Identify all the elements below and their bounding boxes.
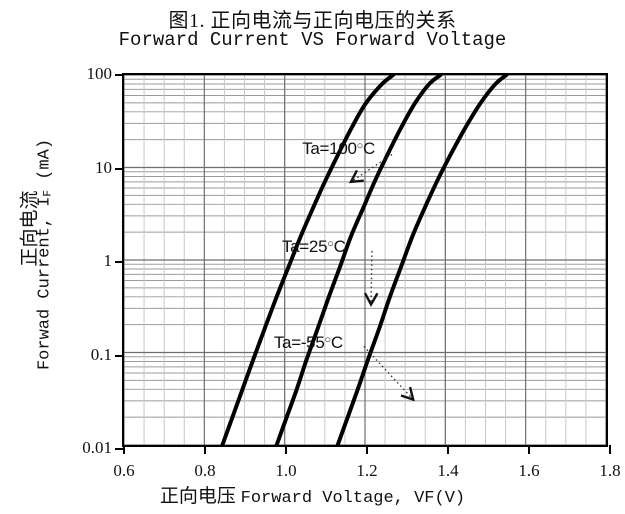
plot-area: Ta=100○C Ta=25○C Ta=-55○C 0.01 0.1 1 10 100 0.6 0…	[82, 64, 620, 480]
annotation-ta-100c: Ta=100○C	[302, 139, 375, 159]
degree-icon: ○	[324, 334, 332, 347]
x-axis-tick	[285, 445, 287, 454]
degree-icon: ○	[356, 140, 364, 153]
chart-canvas	[124, 75, 606, 445]
annotation-arrowhead-0	[348, 169, 364, 184]
y-axis-tick-label: 0.01	[82, 438, 112, 457]
y-axis-tick-label: 1	[103, 251, 113, 270]
x-axis-tick	[609, 445, 611, 454]
y-axis-tick	[115, 74, 124, 76]
curve-ta-55c	[335, 75, 509, 445]
x-axis-tick-label: 1.0	[275, 461, 297, 480]
x-axis-tick	[123, 445, 125, 454]
annotation-arrow-line-2	[363, 345, 414, 401]
x-axis-tick	[366, 445, 368, 454]
annotation-arrow-line-0	[350, 153, 393, 183]
y-axis-tick	[115, 167, 124, 170]
x-axis-tick-label: 1.2	[356, 461, 378, 480]
x-axis-title: 正向电压 Forward Voltage, VF(V)	[0, 481, 625, 508]
annotation-ta-55c: Ta=-55○C	[273, 333, 343, 353]
x-axis-tick	[447, 445, 449, 454]
x-axis-tick-label: 1.8	[599, 461, 621, 480]
y-axis-tick	[115, 354, 124, 357]
x-axis-tick-label: 0.6	[113, 461, 135, 480]
annotation-arrowhead-1	[363, 292, 379, 308]
annotation-ta-55c-text: Ta=-55	[273, 333, 325, 353]
y-axis-title-suffix: (mA)	[35, 138, 55, 190]
y-axis-title-prefix: Forwad Current, I	[35, 196, 55, 371]
y-axis-tick-label: 10	[95, 157, 112, 177]
annotation-ta-100c-text: Ta=100	[302, 139, 357, 159]
x-axis-tick-label: 0.8	[194, 461, 216, 480]
chart-title-chinese: 图1. 正向电流与正向电压的关系	[168, 10, 457, 32]
y-axis-tick-label: 0.1	[90, 344, 112, 364]
x-axis-tick-label: 1.6	[518, 461, 540, 480]
annotation-ta-25c-text: Ta=25	[281, 236, 328, 256]
y-axis-title-subscript: F	[42, 189, 55, 197]
annotation-arrow-line-1	[370, 250, 373, 305]
annotation-ta-25c: Ta=25○C	[281, 236, 346, 256]
curve-ta-25c	[274, 75, 443, 445]
degree-icon: ○	[327, 237, 334, 250]
x-axis-title-chinese: 正向电压	[159, 486, 236, 507]
annotation-arrowhead-2	[400, 386, 415, 402]
y-axis-tick-label: 100	[86, 64, 113, 83]
y-axis-title-english: Forwad Current, IF (mA)	[36, 105, 55, 405]
curve-ta-100c	[220, 75, 396, 445]
x-axis-title-english: Forward Voltage, VF(V)	[240, 489, 466, 508]
x-axis-tick	[528, 445, 530, 454]
x-axis-tick-label: 1.4	[437, 461, 459, 480]
y-axis-tick	[115, 261, 124, 263]
y-axis-tick	[115, 448, 124, 450]
chart-title-english: Forward Current VS Forward Voltage	[118, 29, 507, 51]
x-axis-tick	[204, 445, 206, 454]
